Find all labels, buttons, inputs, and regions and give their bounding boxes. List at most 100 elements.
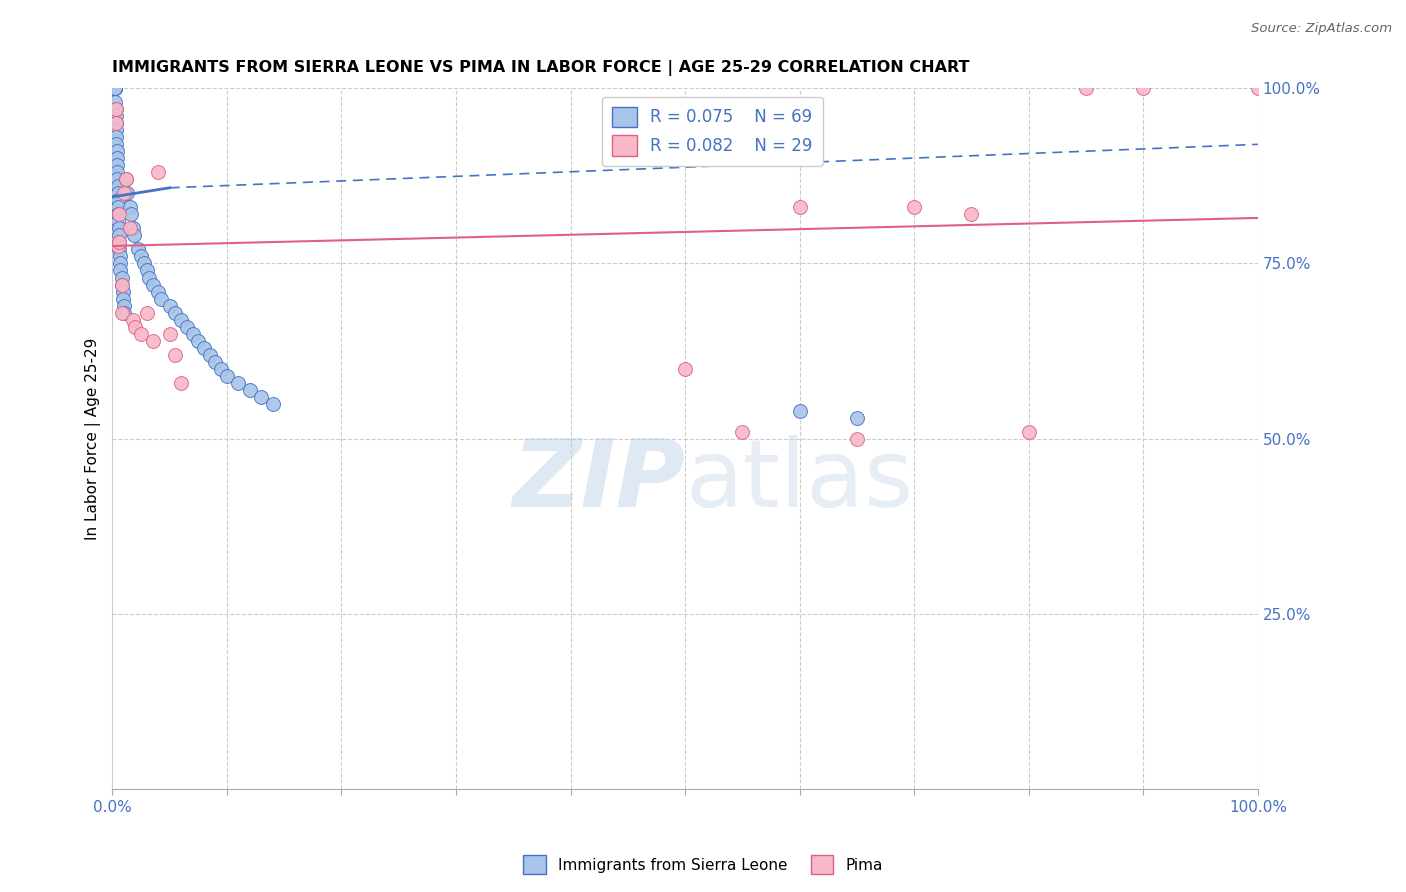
Point bbox=[104, 81, 127, 95]
Point bbox=[845, 410, 868, 425]
Point bbox=[117, 186, 139, 201]
Point bbox=[107, 186, 129, 201]
Point bbox=[112, 305, 135, 319]
Point bbox=[118, 201, 141, 215]
Point bbox=[134, 256, 156, 270]
Point bbox=[107, 214, 129, 228]
Point bbox=[239, 383, 262, 397]
Point bbox=[122, 221, 145, 235]
Point bbox=[262, 397, 284, 411]
Point bbox=[112, 299, 135, 313]
Point bbox=[193, 341, 215, 355]
Legend: Immigrants from Sierra Leone, Pima: Immigrants from Sierra Leone, Pima bbox=[517, 849, 889, 880]
Point bbox=[170, 312, 193, 326]
Point bbox=[107, 207, 129, 221]
Point bbox=[159, 299, 181, 313]
Text: Source: ZipAtlas.com: Source: ZipAtlas.com bbox=[1251, 22, 1392, 36]
Point bbox=[110, 256, 132, 270]
Point bbox=[1018, 425, 1040, 439]
Point bbox=[105, 172, 128, 186]
Point bbox=[108, 235, 131, 250]
Point bbox=[110, 270, 132, 285]
Point bbox=[104, 109, 127, 123]
Point bbox=[105, 165, 128, 179]
Point bbox=[104, 116, 127, 130]
Point bbox=[673, 361, 696, 376]
Point bbox=[104, 81, 127, 95]
Point bbox=[104, 81, 127, 95]
Point bbox=[107, 194, 129, 208]
Point bbox=[104, 103, 127, 117]
Point bbox=[111, 285, 134, 299]
Point bbox=[108, 221, 131, 235]
Point bbox=[110, 263, 132, 277]
Point bbox=[845, 432, 868, 446]
Point bbox=[198, 348, 221, 362]
Point bbox=[107, 179, 129, 194]
Point bbox=[1247, 81, 1270, 95]
Point bbox=[165, 305, 187, 319]
Point bbox=[108, 235, 131, 250]
Point bbox=[104, 81, 127, 95]
Point bbox=[104, 123, 127, 137]
Point bbox=[127, 243, 149, 257]
Point bbox=[209, 361, 232, 376]
Point bbox=[1132, 81, 1154, 95]
Text: ZIP: ZIP bbox=[512, 434, 685, 527]
Point bbox=[181, 326, 204, 341]
Point bbox=[138, 270, 160, 285]
Point bbox=[105, 158, 128, 172]
Point bbox=[108, 228, 131, 243]
Point bbox=[789, 403, 811, 417]
Point bbox=[159, 326, 181, 341]
Point bbox=[215, 368, 238, 383]
Point bbox=[149, 292, 172, 306]
Point bbox=[104, 130, 127, 145]
Point bbox=[110, 305, 132, 319]
Point bbox=[187, 334, 209, 348]
Point bbox=[104, 103, 127, 117]
Point bbox=[104, 81, 127, 95]
Point bbox=[104, 81, 127, 95]
Point bbox=[105, 152, 128, 166]
Point bbox=[110, 277, 132, 292]
Point bbox=[120, 207, 142, 221]
Point bbox=[141, 277, 163, 292]
Point bbox=[110, 250, 132, 264]
Text: IMMIGRANTS FROM SIERRA LEONE VS PIMA IN LABOR FORCE | AGE 25-29 CORRELATION CHAR: IMMIGRANTS FROM SIERRA LEONE VS PIMA IN … bbox=[112, 60, 970, 76]
Point bbox=[111, 292, 134, 306]
Point bbox=[104, 116, 127, 130]
Point bbox=[165, 348, 187, 362]
Point bbox=[105, 145, 128, 159]
Point bbox=[108, 243, 131, 257]
Point bbox=[1074, 81, 1097, 95]
Point bbox=[112, 186, 135, 201]
Point bbox=[129, 250, 152, 264]
Point bbox=[115, 172, 138, 186]
Point bbox=[148, 165, 170, 179]
Point bbox=[170, 376, 193, 390]
Point bbox=[228, 376, 250, 390]
Point bbox=[124, 319, 146, 334]
Point bbox=[104, 81, 127, 95]
Point bbox=[789, 201, 811, 215]
Point bbox=[141, 334, 163, 348]
Point bbox=[903, 201, 925, 215]
Point bbox=[135, 305, 157, 319]
Point bbox=[115, 172, 138, 186]
Point bbox=[104, 137, 127, 152]
Point bbox=[122, 228, 145, 243]
Point bbox=[250, 390, 273, 404]
Point bbox=[129, 326, 152, 341]
Point bbox=[107, 201, 129, 215]
Y-axis label: In Labor Force | Age 25-29: In Labor Force | Age 25-29 bbox=[86, 337, 101, 540]
Point bbox=[148, 285, 170, 299]
Point bbox=[118, 221, 141, 235]
Point bbox=[135, 263, 157, 277]
Point bbox=[108, 207, 131, 221]
Point bbox=[176, 319, 198, 334]
Point bbox=[110, 277, 132, 292]
Point bbox=[960, 207, 983, 221]
Point bbox=[204, 354, 226, 368]
Point bbox=[122, 312, 145, 326]
